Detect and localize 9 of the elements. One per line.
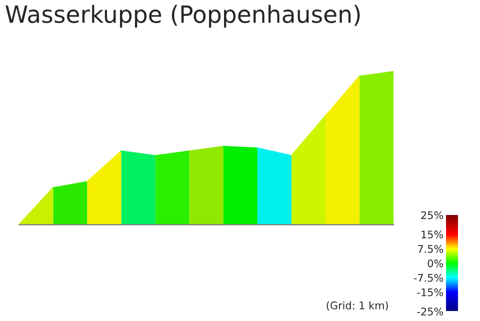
color-bar-label: 7.5% bbox=[418, 245, 444, 253]
color-bar-label: -7.5% bbox=[414, 274, 444, 282]
color-bar-label: -15% bbox=[417, 288, 444, 296]
text: (Grid: 1 km) bbox=[326, 301, 388, 311]
chart-title: Wasserkuppe (Poppenhausen) bbox=[6, 4, 360, 28]
color-bar-label: 15% bbox=[422, 230, 444, 238]
color-bar-label: 25% bbox=[421, 211, 444, 220]
color-bar-label: 0% bbox=[428, 259, 444, 268]
color-bar-label: -25% bbox=[417, 308, 444, 316]
